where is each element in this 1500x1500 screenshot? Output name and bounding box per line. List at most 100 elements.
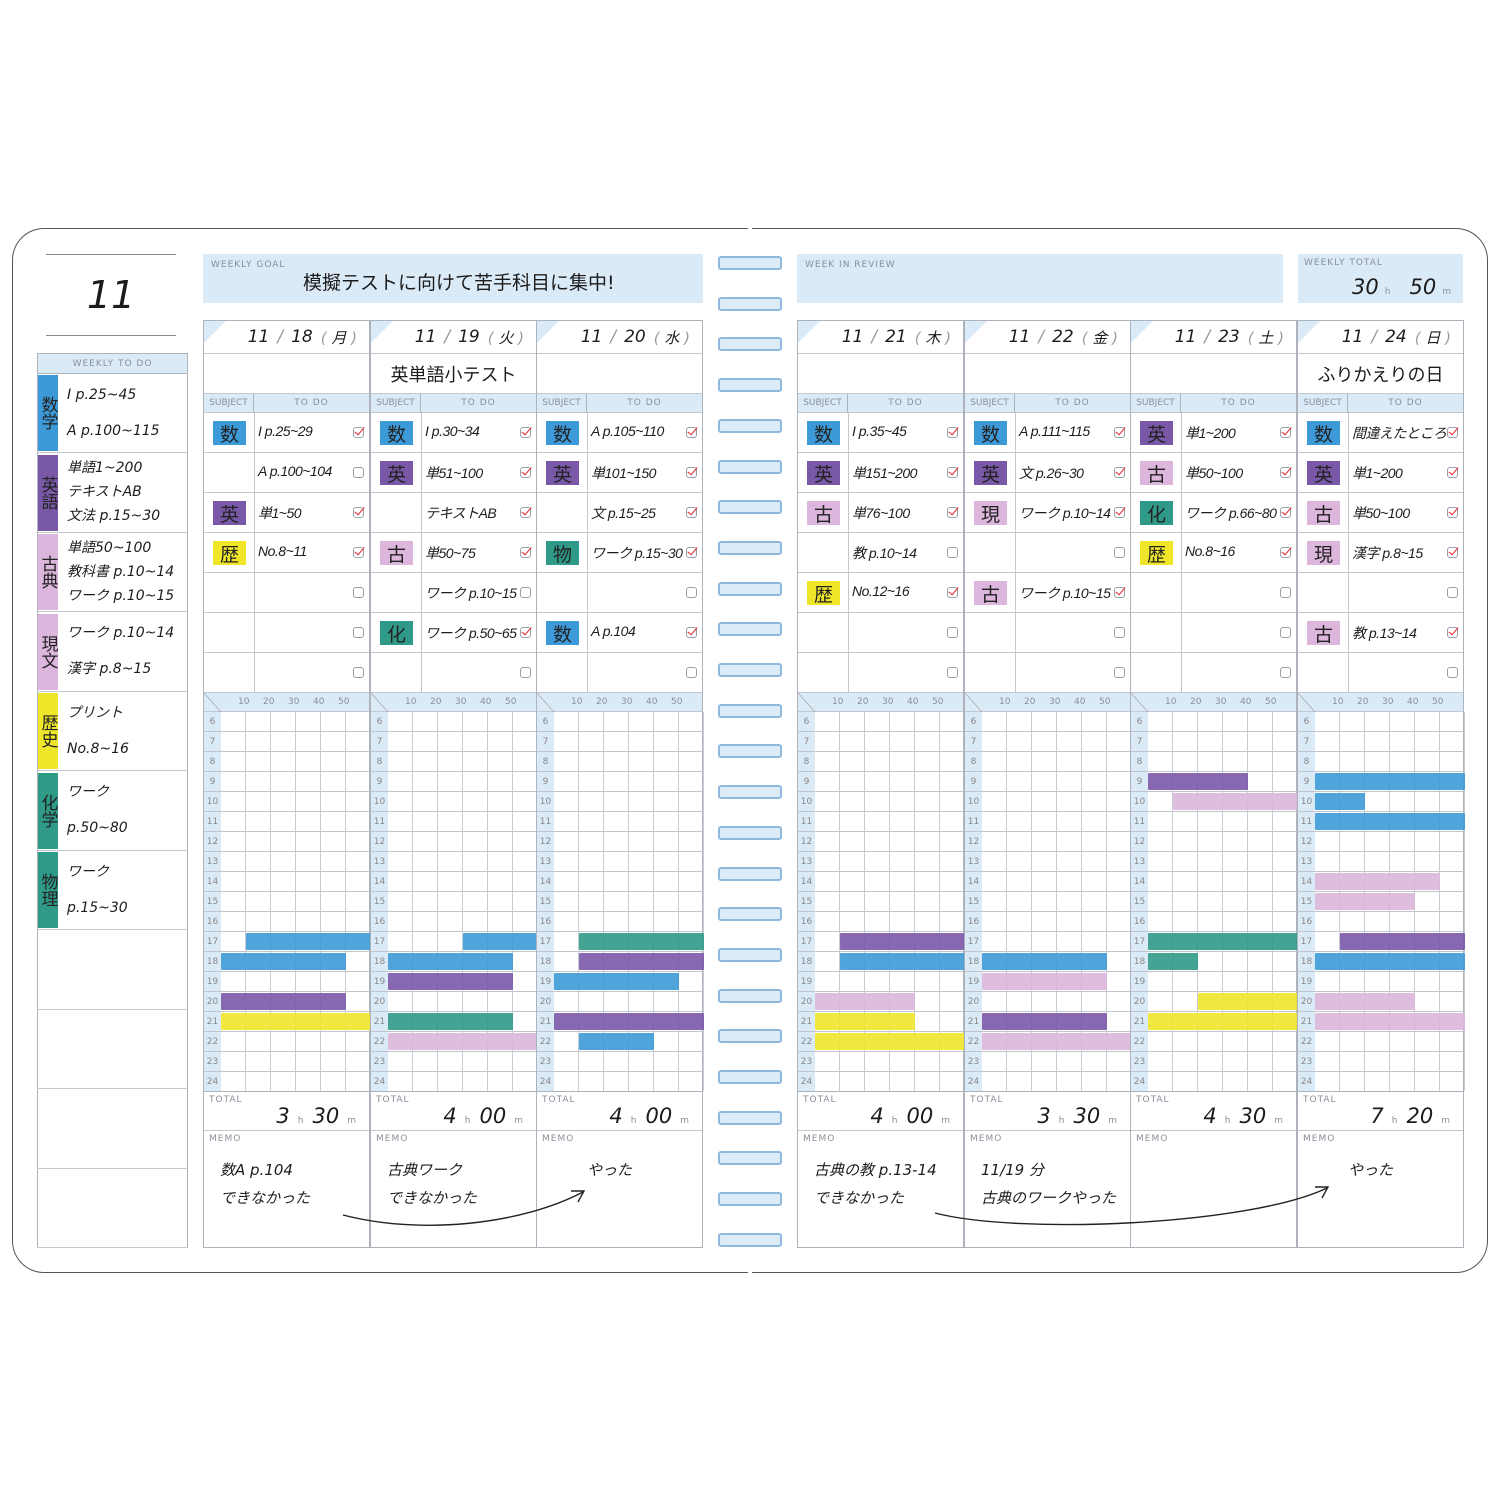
task-checkbox[interactable] [1280,467,1291,478]
task-checkbox[interactable] [686,547,697,558]
task-text[interactable]: I p.30~34 [425,423,480,439]
weekly-todo-item[interactable]: I p.25~45 [67,386,137,403]
memo-box[interactable]: MEMO [1131,1131,1296,1249]
weekly-todo-item[interactable]: 文法 p.15~30 [67,508,161,524]
task-checkbox[interactable] [1447,547,1458,558]
task-text[interactable]: 単76~100 [852,505,910,521]
task-checkbox[interactable] [1114,627,1125,638]
task-checkbox[interactable] [520,667,531,678]
task-checkbox[interactable] [686,467,697,478]
task-checkbox[interactable] [1447,427,1458,438]
weekly-todo-item[interactable]: 単語50~100 [67,539,152,556]
task-text[interactable]: A p.104 [591,623,636,639]
task-checkbox[interactable] [353,467,364,478]
task-checkbox[interactable] [520,467,531,478]
task-text[interactable]: 文 p.15~25 [591,505,656,521]
task-checkbox[interactable] [520,507,531,518]
weekly-todo-item[interactable]: p.15~30 [67,899,128,916]
task-checkbox[interactable] [1447,587,1458,598]
task-text[interactable]: 単1~200 [1185,425,1236,441]
task-checkbox[interactable] [1280,427,1291,438]
task-checkbox[interactable] [947,467,958,478]
task-text[interactable]: No.12~16 [852,583,910,599]
task-checkbox[interactable] [353,427,364,438]
weekly-todo-item[interactable]: p.50~80 [67,820,128,836]
weekly-todo-item[interactable]: ワーク [67,784,109,800]
task-checkbox[interactable] [520,627,531,638]
task-text[interactable]: 単50~100 [1352,505,1410,521]
task-checkbox[interactable] [1114,427,1125,438]
weekly-todo-item[interactable]: ワーク p.10~14 [67,625,175,641]
event-row[interactable] [537,354,702,394]
task-text[interactable]: ワーク p.10~15 [1019,585,1111,601]
task-checkbox[interactable] [1114,587,1125,598]
task-checkbox[interactable] [353,547,364,558]
memo-box[interactable]: MEMO 古典の教 p.13-14 できなかった [798,1131,963,1249]
task-checkbox[interactable] [1114,667,1125,678]
task-text[interactable]: 単1~50 [258,505,302,521]
task-checkbox[interactable] [1280,587,1291,598]
task-text[interactable]: 教 p.10~14 [852,545,917,561]
task-checkbox[interactable] [947,507,958,518]
task-text[interactable]: 教 p.13~14 [1352,625,1417,641]
task-text[interactable]: 単50~100 [1185,465,1243,481]
task-checkbox[interactable] [520,427,531,438]
task-checkbox[interactable] [686,667,697,678]
task-text[interactable]: No.8~11 [258,543,307,559]
task-checkbox[interactable] [947,587,958,598]
task-checkbox[interactable] [686,627,697,638]
task-checkbox[interactable] [520,587,531,598]
task-checkbox[interactable] [1447,667,1458,678]
task-text[interactable]: 単151~200 [852,465,917,481]
event-row[interactable] [204,354,369,394]
memo-box[interactable]: MEMO やった [537,1131,702,1249]
weekly-todo-item[interactable]: テキストAB [67,484,142,500]
weekly-todo-item[interactable]: 漢字 p.8~15 [67,661,152,677]
task-checkbox[interactable] [1447,627,1458,638]
event-row[interactable]: 英単語小テスト [371,354,536,394]
task-text[interactable]: テキストAB [425,505,497,521]
task-text[interactable]: ワーク p.10~15 [425,585,517,601]
memo-box[interactable]: MEMO 古典ワーク できなかった [371,1131,536,1249]
task-checkbox[interactable] [353,587,364,598]
task-checkbox[interactable] [686,587,697,598]
task-checkbox[interactable] [686,427,697,438]
event-row[interactable] [1131,354,1296,394]
task-checkbox[interactable] [947,547,958,558]
task-checkbox[interactable] [1114,547,1125,558]
task-text[interactable]: 単1~200 [1352,465,1403,481]
task-text[interactable]: 間違えたところ [1352,425,1447,441]
event-row[interactable] [798,354,963,394]
task-checkbox[interactable] [1280,507,1291,518]
weekly-todo-item[interactable]: No.8~16 [67,740,129,757]
event-row[interactable] [965,354,1130,394]
memo-box[interactable]: MEMO 数A p.104 できなかった [204,1131,369,1249]
task-checkbox[interactable] [686,507,697,518]
memo-box[interactable]: MEMO やった [1298,1131,1463,1249]
weekly-todo-item[interactable]: 教科書 p.10~14 [67,563,175,580]
week-in-review[interactable]: WEEK IN REVIEW [797,254,1283,303]
task-checkbox[interactable] [1447,467,1458,478]
memo-box[interactable]: MEMO 11/19 分古典のワークやった [965,1131,1130,1249]
weekly-todo-item[interactable]: ワーク p.10~15 [67,587,175,604]
weekly-goal-text[interactable]: 模擬テストに向けて苦手科目に集中! [303,272,615,294]
task-text[interactable]: A p.100~104 [258,463,332,479]
weekly-todo-item[interactable]: A p.100~115 [67,422,160,439]
task-checkbox[interactable] [520,547,531,558]
task-text[interactable]: I p.35~45 [852,423,907,439]
task-text[interactable]: 単51~100 [425,465,483,481]
task-checkbox[interactable] [947,627,958,638]
task-checkbox[interactable] [1114,507,1125,518]
task-checkbox[interactable] [947,427,958,438]
task-text[interactable]: 文 p.26~30 [1019,465,1084,481]
task-checkbox[interactable] [947,667,958,678]
task-text[interactable]: A p.105~110 [591,423,664,439]
task-checkbox[interactable] [1114,467,1125,478]
weekly-todo-item[interactable]: プリント [67,704,123,721]
task-checkbox[interactable] [1280,547,1291,558]
task-text[interactable]: ワーク p.10~14 [1019,505,1111,521]
task-text[interactable]: 単101~150 [591,465,656,481]
task-text[interactable]: A p.111~115 [1019,423,1090,439]
task-text[interactable]: ワーク p.66~80 [1185,505,1277,521]
task-text[interactable]: 単50~75 [425,545,476,561]
